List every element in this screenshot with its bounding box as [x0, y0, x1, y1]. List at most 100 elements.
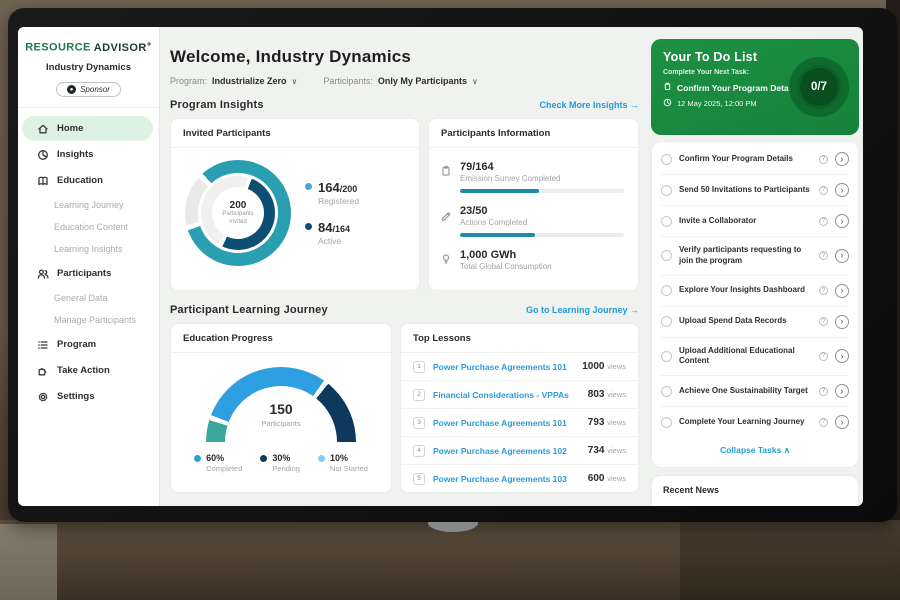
- emission-progress-bar: [460, 189, 624, 193]
- task-checkbox[interactable]: [661, 215, 672, 227]
- info-icon: ?: [819, 386, 828, 396]
- chevron-right-icon[interactable]: ›: [835, 415, 849, 430]
- collapse-tasks-link[interactable]: Collapse Tasks ∧: [720, 445, 790, 456]
- lesson-link[interactable]: Power Purchase Agreements 101: [433, 361, 567, 372]
- sidebar-item-education-content[interactable]: Education Content: [54, 222, 129, 233]
- info-icon: ?: [819, 317, 828, 327]
- background-shadow-right: [680, 520, 900, 600]
- task-row[interactable]: Achieve One Sustainability Target ? ›: [661, 376, 849, 408]
- todo-title: Your To Do List: [663, 50, 758, 64]
- card-title: Education Progress: [171, 324, 391, 353]
- actions-completed-row: 23/50 Actions Completed: [439, 200, 624, 244]
- main-content: Welcome, Industry Dynamics Program: Indu…: [160, 27, 647, 506]
- task-row[interactable]: Upload Spend Data Records ? ›: [661, 307, 849, 338]
- task-checkbox[interactable]: [661, 184, 672, 196]
- lesson-row: 1 Power Purchase Agreements 101 1000 vie…: [401, 353, 638, 381]
- lesson-row: 5 Power Purchase Agreements 103 600 view…: [401, 465, 638, 492]
- sponsor-icon: ●: [67, 85, 77, 95]
- info-icon: ?: [819, 351, 828, 361]
- top-lessons-card: Top Lessons 1 Power Purchase Agreements …: [400, 323, 639, 493]
- sponsor-block: Industry Dynamics ● Sponsor: [18, 62, 159, 109]
- legend-dot-not-started: [317, 455, 325, 462]
- sidebar-item-program[interactable]: Program: [22, 332, 153, 357]
- info-icon: ?: [819, 286, 828, 296]
- task-checkbox[interactable]: [661, 285, 672, 297]
- task-row[interactable]: Confirm Your Program Details ? ›: [661, 144, 849, 175]
- lesson-link[interactable]: Power Purchase Agreements 102: [433, 445, 567, 456]
- lesson-link[interactable]: Power Purchase Agreements 103: [433, 473, 567, 484]
- clipboard-icon: [439, 161, 452, 177]
- education-gauge-chart: 150 Participants: [206, 367, 356, 443]
- task-checkbox[interactable]: [661, 416, 672, 428]
- sidebar-item-settings[interactable]: Settings: [22, 384, 153, 409]
- chevron-right-icon[interactable]: ›: [835, 214, 849, 228]
- task-checkbox[interactable]: [661, 153, 672, 165]
- chevron-right-icon[interactable]: ›: [835, 314, 849, 329]
- go-to-learning-journey-link[interactable]: Go to Learning Journey →: [525, 305, 639, 315]
- lesson-rank: 2: [413, 388, 425, 401]
- chevron-down-icon: ∨: [471, 76, 478, 86]
- info-icon: ?: [819, 185, 828, 195]
- legend-completed: 60% Completed: [194, 453, 242, 473]
- chevron-right-icon[interactable]: ›: [835, 248, 849, 263]
- task-checkbox[interactable]: [661, 250, 672, 262]
- todo-due-date: 12 May 2025, 12:00 PM: [663, 98, 847, 109]
- program-label: Program:: [170, 76, 208, 86]
- lesson-rank: 1: [413, 360, 425, 373]
- check-more-insights-link[interactable]: Check More Insights →: [539, 100, 639, 110]
- program-dropdown[interactable]: Program: Industrialize Zero ∨: [170, 76, 297, 86]
- chevron-right-icon[interactable]: ›: [835, 152, 849, 166]
- sidebar-item-manage-participants[interactable]: Manage Participants: [54, 315, 137, 326]
- task-row[interactable]: Complete Your Learning Journey ? ›: [661, 407, 849, 437]
- sidebar-item-label: Participants: [57, 268, 112, 280]
- sponsor-badge[interactable]: ● Sponsor: [56, 82, 121, 98]
- section-title: Program Insights: [170, 99, 264, 111]
- app-logo: RESOURCE ADVISOR+: [18, 37, 159, 62]
- lesson-row: 2 Financial Considerations - VPPAs 803 v…: [401, 381, 638, 409]
- gauge-legend: 60% Completed 30% Pending 10% Not Started: [194, 453, 368, 473]
- legend-dot-pending: [260, 455, 268, 462]
- pie-chart-icon: [36, 148, 49, 161]
- sidebar-item-home[interactable]: Home: [22, 116, 153, 142]
- lesson-link[interactable]: Financial Considerations - VPPAs: [433, 389, 569, 400]
- sidebar-item-label: Program: [57, 339, 97, 351]
- task-row[interactable]: Upload Additional Educational Content ? …: [661, 338, 849, 377]
- sidebar-item-learning-journey[interactable]: Learning Journey: [54, 200, 124, 211]
- task-checkbox[interactable]: [661, 350, 672, 362]
- list-icon: [36, 338, 49, 351]
- sidebar-item-education[interactable]: Education: [22, 168, 153, 193]
- chevron-right-icon[interactable]: ›: [835, 384, 849, 399]
- page-title: Welcome, Industry Dynamics: [170, 47, 412, 66]
- sidebar-item-label: Take Action: [57, 365, 110, 377]
- info-icon: ?: [819, 154, 828, 164]
- participants-dropdown[interactable]: Participants: Only My Participants ∨: [323, 76, 477, 86]
- learning-journey-header: Participant Learning Journey Go to Learn…: [170, 304, 639, 316]
- lightbulb-icon: [439, 249, 452, 265]
- task-checkbox[interactable]: [661, 316, 672, 328]
- task-row[interactable]: Explore Your Insights Dashboard ? ›: [661, 276, 849, 307]
- sidebar-item-label: Insights: [57, 149, 94, 161]
- chevron-down-icon: ∨: [291, 76, 298, 86]
- info-icon: ?: [819, 216, 828, 226]
- chevron-right-icon[interactable]: ›: [835, 349, 849, 364]
- lesson-row: 4 Power Purchase Agreements 102 734 view…: [401, 437, 638, 465]
- chevron-right-icon[interactable]: ›: [835, 283, 849, 298]
- lesson-link[interactable]: Power Purchase Agreements 101: [433, 417, 567, 428]
- sidebar-item-general-data[interactable]: General Data: [54, 293, 108, 304]
- card-title: Top Lessons: [401, 324, 638, 353]
- sidebar-item-learning-insights[interactable]: Learning Insights: [54, 244, 123, 255]
- sidebar-item-insights[interactable]: Insights: [22, 142, 153, 167]
- task-row[interactable]: Invite a Collaborator ? ›: [661, 206, 849, 237]
- book-icon: [36, 174, 49, 187]
- legend-active: 84/164 Active: [305, 220, 359, 246]
- chevron-up-icon: ∧: [783, 445, 790, 456]
- sidebar-item-take-action[interactable]: Take Action: [22, 358, 153, 383]
- chevron-right-icon[interactable]: ›: [835, 183, 849, 197]
- task-row[interactable]: Verify participants requesting to join t…: [661, 237, 849, 276]
- sidebar-item-label: Settings: [57, 391, 95, 403]
- sidebar-item-participants[interactable]: Participants: [22, 261, 153, 286]
- task-row[interactable]: Send 50 Invitations to Participants ? ›: [661, 175, 849, 206]
- task-checkbox[interactable]: [661, 385, 672, 397]
- education-progress-card: Education Progress 150 Participants: [170, 323, 392, 493]
- program-value: Industrialize Zero: [212, 76, 287, 86]
